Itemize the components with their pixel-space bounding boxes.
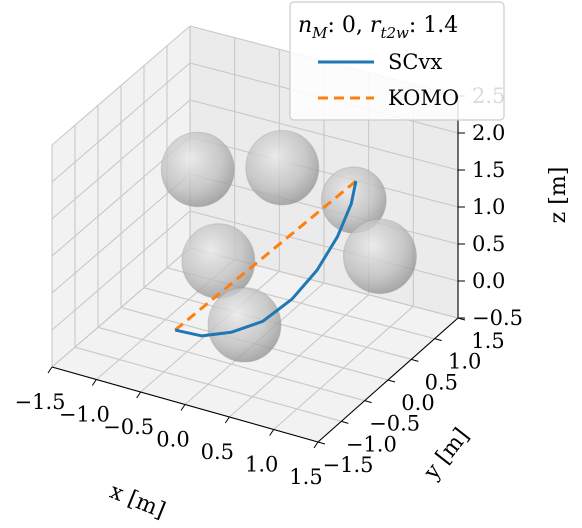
x-tick	[313, 441, 319, 449]
y-tick	[364, 400, 372, 404]
x-tick-label: 1.0	[245, 453, 278, 477]
y-tick-label: 0.0	[401, 391, 434, 415]
series-line-komo	[174, 179, 357, 332]
z-tick-label: 1.0	[472, 195, 505, 219]
z-tick-label: 2.0	[472, 121, 505, 145]
obstacle-spheres	[160, 130, 417, 363]
obstacle-sphere	[160, 131, 235, 208]
x-tick	[47, 366, 53, 374]
x-tick-label: 1.5	[289, 465, 322, 489]
y-axis-label: y [m]	[419, 424, 475, 485]
grid-line-z	[189, 99, 459, 171]
y-tick-label: −1.5	[323, 453, 374, 477]
y-tick	[411, 358, 419, 362]
grid-line-z	[51, 210, 191, 331]
grid-line-y	[74, 346, 342, 422]
obstacle-sphere	[181, 223, 256, 299]
z-axis-label: z [m]	[546, 167, 571, 224]
trajectory-lines	[174, 179, 358, 338]
y-tick-label: 1.5	[471, 329, 504, 353]
legend-frame	[289, 1, 505, 121]
grid-line-z	[189, 136, 459, 208]
obstacle-sphere	[342, 218, 417, 295]
grid-line-z	[51, 173, 191, 294]
x-tick	[180, 404, 186, 411]
z-tick-label: 1.5	[472, 158, 505, 182]
y-tick	[387, 379, 396, 383]
grid-line-y	[97, 326, 365, 402]
grid-line-z	[51, 99, 191, 220]
z-tick-label: 0.5	[472, 232, 505, 256]
x-tick-label: −1.5	[15, 390, 66, 414]
x-tick-label: 0.5	[201, 440, 234, 464]
y-tick-label: −0.5	[369, 412, 420, 436]
x-tick	[269, 429, 275, 436]
tick-labels: −1.5−1.0−0.50.00.51.01.5 −1.5−1.0−0.50.00…	[15, 84, 524, 489]
x-tick	[224, 416, 230, 424]
y-tick-label: 1.0	[448, 350, 481, 374]
grid-line-z	[51, 247, 191, 368]
obstacle-sphere	[207, 287, 282, 363]
grid-line-z	[51, 62, 191, 183]
legend: nM: 0, rt2w: 1.4 SCvx KOMO	[289, 1, 505, 121]
series-line-scvx	[174, 180, 358, 338]
axis-lines	[47, 95, 466, 449]
x-tick-label: −1.0	[59, 403, 110, 427]
x-axis-label: x [m]	[106, 479, 169, 524]
y-tick	[317, 441, 326, 445]
y-tick	[341, 420, 349, 424]
y-tick-label: −1.0	[346, 432, 397, 456]
y-tick-label: 0.5	[425, 370, 458, 394]
x-tick-label: −0.5	[103, 415, 154, 439]
legend-title: nM: 0, rt2w: 1.4	[298, 13, 458, 42]
z-tick-label: −0.5	[472, 306, 523, 330]
obstacle-sphere	[245, 130, 320, 206]
y-tick	[434, 338, 442, 342]
x-tick-label: 0.0	[156, 428, 189, 452]
z-tick-label: 0.0	[472, 269, 505, 293]
legend-label-scvx: SCvx	[388, 50, 442, 74]
x-tick	[136, 391, 142, 399]
x-tick	[91, 379, 97, 386]
grid-line-z	[51, 25, 191, 146]
legend-label-komo: KOMO	[388, 86, 459, 110]
